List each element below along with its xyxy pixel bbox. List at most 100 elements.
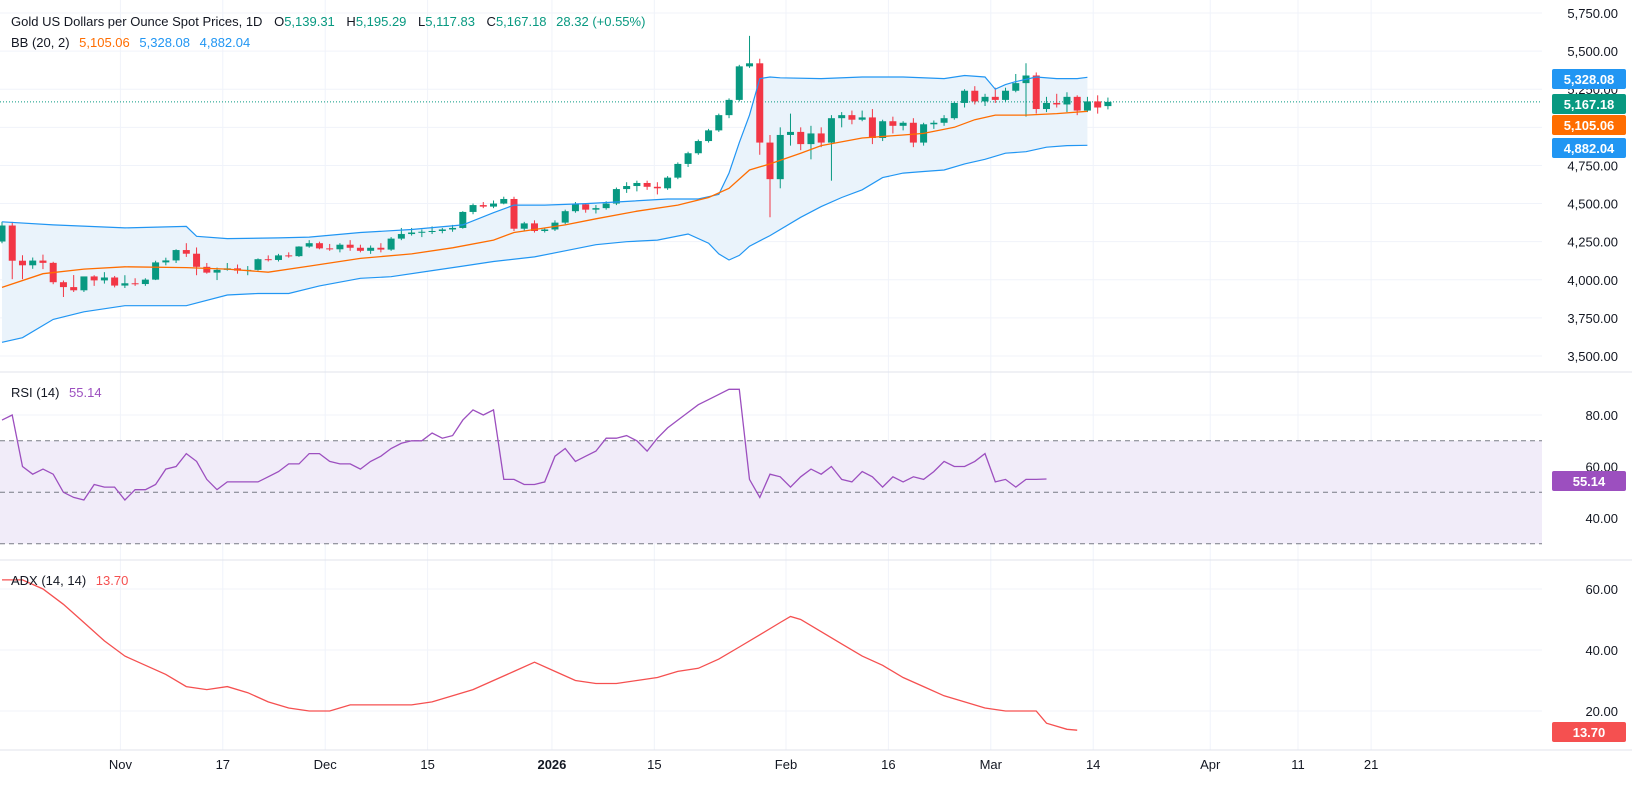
candle-body — [746, 63, 754, 67]
bb-basis-line — [1, 110, 1088, 289]
candle-body — [694, 141, 702, 154]
candle-body — [162, 260, 170, 263]
legend-l-value: 5,117.83 — [425, 14, 475, 29]
time-tick-label: 15 — [420, 757, 434, 772]
legend-rsi[interactable]: RSI (14) 55.14 — [11, 385, 102, 400]
price-tick-label: 4,250.00 — [1567, 235, 1618, 250]
candle-body — [0, 225, 6, 242]
candle-body — [80, 276, 88, 291]
candle-body — [848, 115, 856, 120]
candle-body — [346, 244, 354, 248]
time-tick-label: 2026 — [537, 757, 566, 772]
candle-body — [449, 227, 457, 230]
candle-body — [274, 255, 282, 260]
candle-body — [991, 96, 999, 100]
bb-upper-line — [1, 74, 1088, 240]
price-tick-label: 4,000.00 — [1567, 273, 1618, 288]
candle-body — [827, 118, 835, 143]
rsi-line — [1, 388, 1047, 501]
rsi-tick-label: 60.00 — [1585, 460, 1618, 475]
legend-c-value: 5,167.18 — [496, 14, 547, 29]
candle-body — [776, 134, 784, 180]
candle-body — [479, 205, 487, 207]
candle-body — [39, 260, 47, 263]
candle-body — [121, 283, 129, 286]
candle-body — [213, 269, 221, 273]
rsi-tick-label: 40.00 — [1585, 511, 1618, 526]
candle-body — [356, 247, 364, 251]
candle-body — [899, 122, 907, 126]
candle-body — [152, 262, 160, 280]
candle-body — [633, 182, 641, 187]
price-tick-label: 5,500.00 — [1567, 44, 1618, 59]
candle-body — [858, 117, 866, 120]
legend-change: 28.32 (+0.55%) — [556, 14, 645, 29]
candle-body — [203, 266, 211, 273]
candle-body — [756, 63, 764, 143]
time-tick-label: 16 — [881, 757, 895, 772]
legend-o-label: O — [274, 14, 284, 29]
bb-fill-layer — [0, 75, 1542, 343]
candle-body — [418, 231, 426, 233]
candles-layer[interactable] — [0, 35, 1112, 298]
badge-rsi: 55.14 — [1552, 471, 1626, 491]
candle-body — [141, 279, 149, 285]
candle-body — [797, 131, 805, 145]
legend-h-label: H — [346, 14, 355, 29]
candle-body — [674, 163, 682, 178]
candle-body — [940, 118, 948, 123]
legend-bb-label: BB (20, 2) — [11, 35, 70, 50]
legend-adx[interactable]: ADX (14, 14) 13.70 — [11, 573, 128, 588]
legend-main[interactable]: Gold US Dollars per Ounce Spot Prices, 1… — [11, 14, 645, 29]
bb-lower-line — [1, 144, 1088, 343]
legend-c-label: C — [487, 14, 496, 29]
candle-body — [838, 115, 846, 119]
candle-body — [397, 234, 405, 239]
candle-body — [387, 238, 395, 250]
candle-body — [868, 117, 876, 139]
badge-lower: 4,882.04 — [1552, 138, 1626, 158]
candle-body — [59, 282, 67, 288]
bb-fill — [2, 75, 1088, 343]
candle-body — [510, 198, 518, 229]
candle-body — [1104, 101, 1112, 107]
legend-bb[interactable]: BB (20, 2) 5,105.06 5,328.08 4,882.04 — [11, 35, 250, 50]
candle-body — [1002, 90, 1010, 100]
candle-body — [705, 130, 713, 142]
axis-labels-layer: 3,500.00 3,750.00 4,000.00 4,250.00 4,500.00… — [109, 6, 1618, 772]
candle-body — [602, 203, 610, 209]
candle-body — [664, 177, 672, 189]
candle-body — [438, 229, 446, 231]
candle-body — [1042, 102, 1050, 110]
candle-body — [182, 250, 190, 254]
candle-body — [285, 255, 293, 257]
candle-body — [817, 133, 825, 143]
rsi-band-layer — [0, 440, 1542, 545]
candle-body — [592, 208, 600, 210]
time-tick-label: Nov — [109, 757, 133, 772]
candle-body — [193, 253, 201, 267]
candle-body — [111, 277, 119, 286]
candle-body — [961, 90, 969, 103]
time-tick-label: 17 — [216, 757, 230, 772]
candle-body — [459, 211, 467, 228]
time-tick-label: 15 — [647, 757, 661, 772]
candle-body — [807, 133, 815, 145]
badge-close-text: 5,167.18 — [1564, 97, 1615, 112]
candle-body — [643, 182, 651, 187]
price-tick-label: 4,500.00 — [1567, 197, 1618, 212]
candle-body — [889, 121, 897, 126]
time-tick-label: 14 — [1086, 757, 1100, 772]
badge-adx: 13.70 — [1552, 722, 1626, 742]
time-tick-label: Mar — [980, 757, 1003, 772]
legend-adx-label: ADX (14, 14) — [11, 573, 86, 588]
candle-body — [766, 142, 774, 180]
time-tick-label: Feb — [775, 757, 797, 772]
legend-h-value: 5,195.29 — [356, 14, 407, 29]
price-tick-label: 3,750.00 — [1567, 311, 1618, 326]
legend-l-label: L — [418, 14, 425, 29]
adx-tick-label: 60.00 — [1585, 582, 1618, 597]
time-tick-label: 21 — [1364, 757, 1378, 772]
